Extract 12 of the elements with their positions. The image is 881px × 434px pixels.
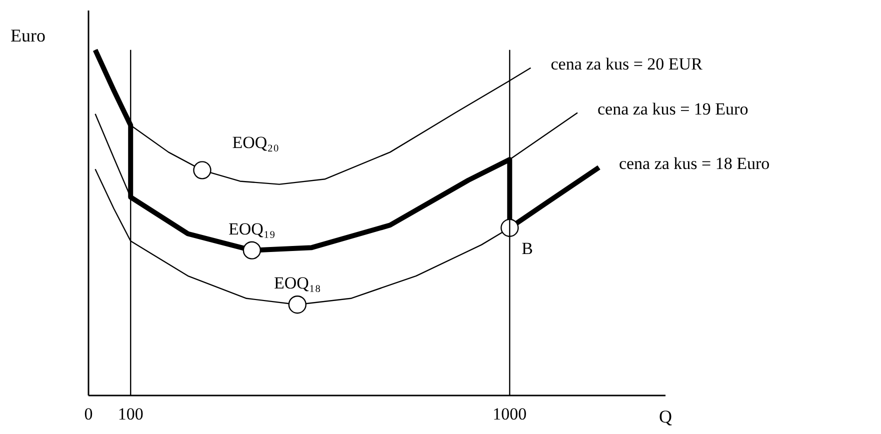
annotation: B	[522, 238, 534, 258]
annotation: EOQ₁₉	[228, 219, 276, 238]
x-tick-label: 0	[84, 404, 93, 424]
series-label: cena za kus = 19 Euro	[597, 99, 748, 118]
x-tick-label: 1000	[492, 404, 527, 424]
annotation: EOQ₂₀	[232, 133, 280, 152]
y-axis-title: Euro	[10, 26, 46, 46]
series-label: cena za kus = 20 EUR	[550, 54, 704, 74]
x-tick-label: 100	[118, 404, 144, 424]
x-axis-title: Q	[659, 406, 672, 426]
series-label: cena za kus = 18 Euro	[618, 154, 770, 173]
annotation: EOQ₁₈	[274, 274, 321, 293]
